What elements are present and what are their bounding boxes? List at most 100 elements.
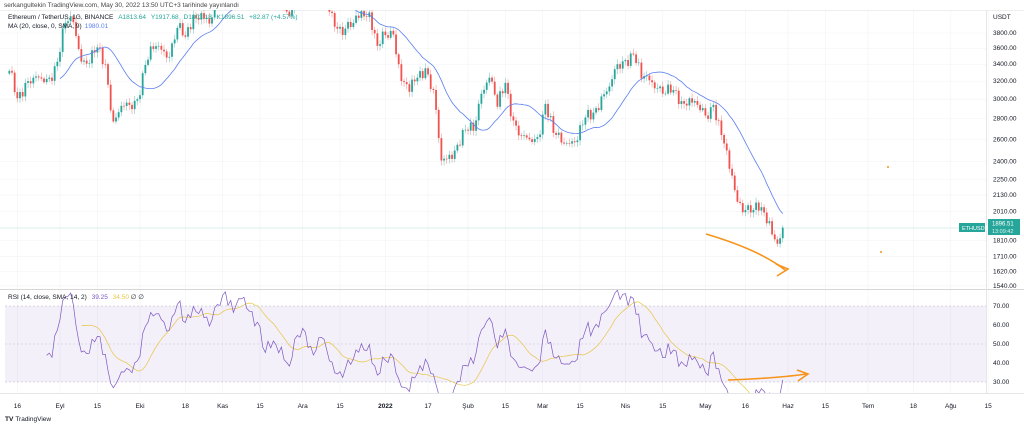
candle-body xyxy=(472,122,475,131)
candle xyxy=(344,25,347,40)
candle-body xyxy=(371,12,373,31)
candle-body xyxy=(32,77,35,84)
candle xyxy=(147,56,149,67)
candle-body xyxy=(59,51,61,62)
time-tick: 16 xyxy=(14,403,22,410)
time-tick: 17 xyxy=(424,403,432,410)
candle xyxy=(168,51,171,63)
rsi-ma-line xyxy=(81,301,750,393)
candle xyxy=(725,138,728,155)
candle-body xyxy=(701,108,704,111)
rsi-legend[interactable]: RSI (14, close, SMA, 14, 2) 39.25 34.50 … xyxy=(8,294,144,302)
candle xyxy=(75,17,77,39)
candle xyxy=(771,217,773,237)
candle-body xyxy=(621,61,624,69)
candle xyxy=(69,11,72,26)
candle-body xyxy=(685,103,688,106)
candle-body xyxy=(403,81,405,83)
candle-body xyxy=(379,44,381,46)
candle-body xyxy=(51,77,53,81)
candle xyxy=(291,10,293,20)
candle xyxy=(136,97,139,106)
candle xyxy=(576,136,579,148)
candle xyxy=(208,13,211,28)
candle-body xyxy=(504,82,507,94)
candle xyxy=(117,108,120,121)
annotation-dot xyxy=(887,166,889,168)
candle-body xyxy=(464,129,467,131)
candle xyxy=(688,96,691,111)
time-axis[interactable]: 16 Eyl 15 Eki 18 Kas 15 Ara 15 2022 17 Şub 15 Mar 15 Ni… xyxy=(14,403,992,410)
candle-body xyxy=(163,49,165,52)
candle xyxy=(517,120,520,140)
candle xyxy=(437,106,440,143)
candle xyxy=(603,89,605,100)
candle-body xyxy=(35,76,37,78)
candle xyxy=(336,21,339,34)
candle xyxy=(368,10,371,22)
candle-body xyxy=(531,139,533,142)
candle xyxy=(557,127,560,139)
candle xyxy=(411,75,413,97)
rsi-label[interactable]: RSI (14, close, SMA, 14, 2) xyxy=(8,294,87,301)
candle-body xyxy=(781,227,784,239)
price-axis[interactable]: 3800.00 3600.00 3400.00 3200.00 3000.00 2800.… xyxy=(993,30,1017,290)
annotation-dot xyxy=(880,251,882,253)
candle-body xyxy=(648,75,651,81)
symbol-tag-bg xyxy=(959,223,985,232)
candle xyxy=(355,11,357,25)
candle xyxy=(365,11,368,22)
candle xyxy=(672,85,675,96)
time-tick: 15 xyxy=(822,403,830,410)
candle-body xyxy=(632,53,635,55)
time-tick: 16 xyxy=(742,403,750,410)
candle-body xyxy=(624,60,627,62)
candle-body xyxy=(595,108,597,113)
candle-body xyxy=(640,62,643,79)
candle xyxy=(32,74,35,88)
candle-body xyxy=(773,234,776,240)
candle-body xyxy=(736,190,739,202)
time-tick: Eki xyxy=(135,403,144,410)
price-axis-unit: USDT xyxy=(993,14,1011,21)
price-tick: 2400.00 xyxy=(993,159,1017,166)
tradingview-logo[interactable]: TV TradingView xyxy=(5,416,51,423)
candle-body xyxy=(723,134,725,144)
symbol-name[interactable]: Ethereum / TetherUS, 1G, BINANCE xyxy=(8,14,114,21)
rsi-tick: 40.00 xyxy=(993,360,1010,367)
candle-body xyxy=(131,104,133,110)
candle-body xyxy=(157,45,160,47)
candle xyxy=(696,96,699,109)
time-tick: 18 xyxy=(182,403,190,410)
candle xyxy=(61,24,64,57)
rsi-axis[interactable]: 70.00 60.00 50.00 40.00 30.00 xyxy=(993,303,1010,386)
candle-body xyxy=(112,110,115,122)
symbol-legend[interactable]: Ethereum / TetherUS, 1G, BINANCE A1813.6… xyxy=(8,14,298,22)
rsi-extra-2: ∅ xyxy=(138,294,144,301)
candle xyxy=(549,112,552,123)
candle-body xyxy=(341,26,344,36)
ohlc-open: A1813.64 xyxy=(118,14,147,21)
candle xyxy=(720,115,723,141)
ma-legend[interactable]: MA (20, close, 0, SMA, 9) 1980.01 xyxy=(8,23,108,31)
annotation-arrow-rsi[interactable] xyxy=(727,373,807,381)
candle xyxy=(683,98,685,109)
candle-body xyxy=(400,64,403,82)
candle-body xyxy=(147,59,149,65)
price-tick: 1710.00 xyxy=(993,254,1017,261)
candle-body xyxy=(779,238,781,244)
candle xyxy=(624,58,627,66)
candle xyxy=(515,117,517,131)
candle-body xyxy=(445,158,448,160)
candle-body xyxy=(592,112,595,120)
last-price-tag: ETHUSDT 1896.51 13:09:42 xyxy=(959,219,1020,235)
candle xyxy=(475,115,477,136)
candle-body xyxy=(653,82,656,89)
candle xyxy=(552,111,555,138)
ma-label[interactable]: MA (20, close, 0, SMA, 9) xyxy=(8,23,82,30)
candle-body xyxy=(192,15,195,30)
candle-body xyxy=(440,138,443,161)
candle xyxy=(755,197,757,216)
drawings[interactable] xyxy=(705,166,889,382)
